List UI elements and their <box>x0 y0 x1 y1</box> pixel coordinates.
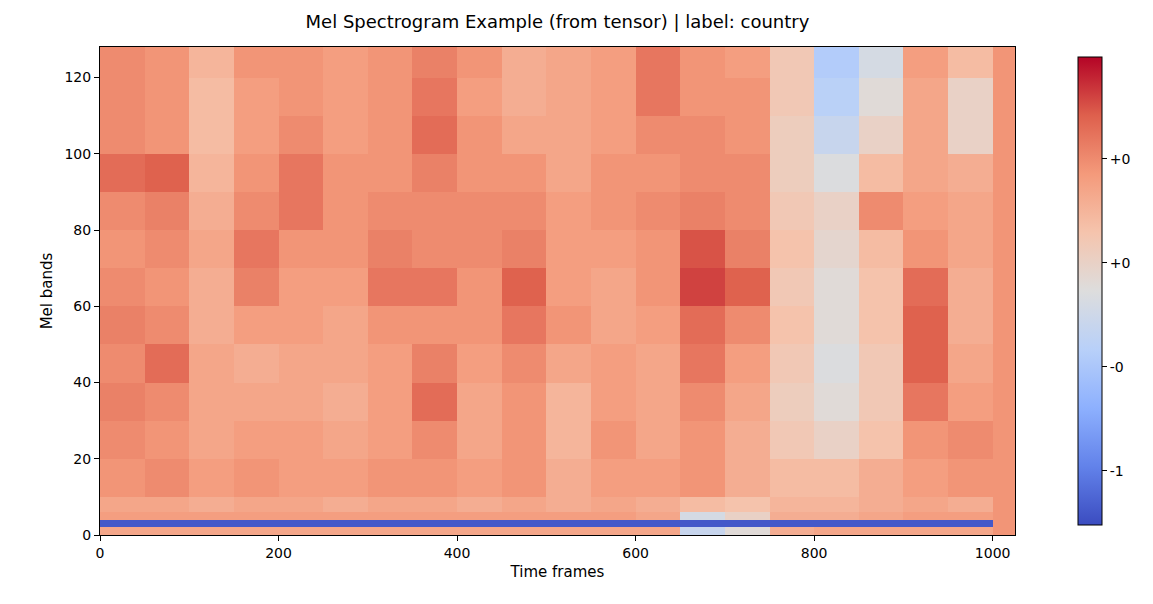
svg-text:100: 100 <box>64 146 91 162</box>
svg-text:-1: -1 <box>1110 463 1124 479</box>
svg-text:+0: +0 <box>1110 255 1131 271</box>
svg-text:60: 60 <box>73 298 91 314</box>
svg-text:40: 40 <box>73 374 91 390</box>
svg-text:+0: +0 <box>1110 151 1131 167</box>
svg-text:600: 600 <box>622 545 649 561</box>
svg-text:0: 0 <box>96 545 105 561</box>
svg-text:200: 200 <box>265 545 292 561</box>
svg-text:0: 0 <box>82 527 91 543</box>
svg-text:80: 80 <box>73 222 91 238</box>
svg-text:120: 120 <box>64 69 91 85</box>
svg-text:Mel Spectrogram Example (from: Mel Spectrogram Example (from tensor) | … <box>306 11 810 32</box>
svg-text:Mel bands: Mel bands <box>38 252 56 329</box>
svg-text:800: 800 <box>801 545 828 561</box>
svg-text:Time frames: Time frames <box>510 563 605 581</box>
svg-text:400: 400 <box>444 545 471 561</box>
svg-text:20: 20 <box>73 451 91 467</box>
svg-text:-0: -0 <box>1110 359 1124 375</box>
svg-text:1000: 1000 <box>975 545 1011 561</box>
